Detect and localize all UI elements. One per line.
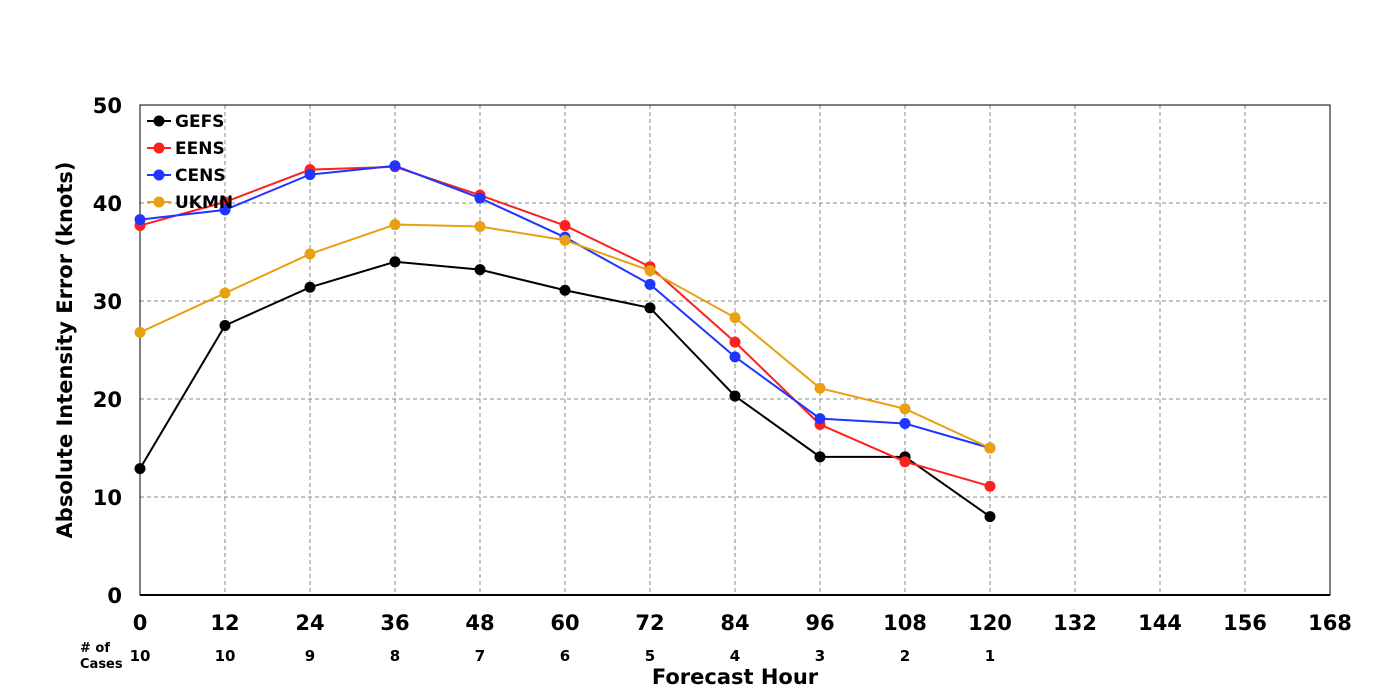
y-tick-label: 40 [93,192,122,216]
legend-marker-gefs [153,115,165,127]
legend-item-eens: EENS [147,139,225,159]
x-tick-label: 12 [210,611,239,635]
data-point-eens [984,480,996,492]
legend-marker-cens [153,169,165,181]
data-point-gefs [644,302,656,314]
data-point-ukmn [389,219,401,231]
legend-label-cens: CENS [175,166,226,186]
legend: GEFS EENS CENS UKMN [147,112,233,213]
data-point-ukmn [729,312,741,324]
data-point-eens [219,196,231,208]
data-point-gefs [729,390,741,402]
x-tick-label: 60 [550,611,579,635]
case-count: 7 [475,647,485,665]
case-count: 10 [130,647,151,665]
data-point-gefs [389,256,401,268]
legend-item-ukmn: UKMN [147,193,233,213]
data-point-eens [899,456,911,468]
case-count: 5 [645,647,655,665]
x-tick-label: 72 [635,611,664,635]
case-count: 10 [215,647,236,665]
y-tick-label: 0 [107,584,122,608]
x-tick-label: 96 [805,611,834,635]
x-axis-title: Forecast Hour [652,665,819,689]
case-count: 9 [305,647,315,665]
data-point-ukmn [219,287,231,299]
case-count: 6 [560,647,570,665]
case-count: 4 [730,647,740,665]
grid [140,105,1330,595]
data-point-gefs [304,281,316,293]
cases-label-line1: # of [80,641,110,656]
data-point-ukmn [474,221,486,233]
cases-label-line2: Cases [80,657,123,672]
data-point-ukmn [134,326,146,338]
case-count: 8 [390,647,400,665]
data-point-gefs [814,451,826,463]
case-count: 2 [900,647,910,665]
data-point-gefs [559,284,571,296]
x-tick-label: 156 [1223,611,1267,635]
data-point-ukmn [984,442,996,454]
data-point-cens [134,214,146,226]
legend-marker-eens [153,142,165,154]
data-point-ukmn [899,403,911,415]
case-count: 3 [815,647,825,665]
data-point-gefs [984,511,996,523]
x-tick-label: 168 [1308,611,1352,635]
data-point-eens [729,336,741,348]
x-tick-label: 144 [1138,611,1182,635]
data-point-gefs [474,264,486,276]
data-point-gefs [134,463,146,475]
data-point-cens [814,413,826,425]
legend-item-gefs: GEFS [147,112,224,132]
data-point-gefs [219,320,231,331]
legend-marker-ukmn [153,196,165,208]
data-point-cens [899,418,911,429]
case-count: 1 [985,647,995,665]
x-tick-label: 84 [720,611,749,635]
y-tick-label: 20 [93,388,122,412]
data-point-ukmn [304,248,316,260]
data-point-cens [389,160,401,172]
data-point-cens [644,278,656,290]
data-point-ukmn [559,234,571,246]
x-tick-label: 108 [883,611,927,635]
x-tick-label: 48 [465,611,494,635]
legend-item-cens: CENS [147,166,226,186]
series-ukmn [134,219,996,454]
y-tick-label: 30 [93,290,122,314]
x-tick-labels: 0 12 24 36 48 60 72 84 96 108 120 132 144 156 168 [133,611,1352,635]
data-point-cens [304,169,316,181]
data-point-ukmn [644,265,656,277]
legend-label-ukmn: UKMN [175,193,233,213]
data-point-cens [219,204,231,216]
series-layer [134,160,996,523]
x-tick-label: 24 [295,611,324,635]
x-tick-label: 0 [133,611,148,635]
y-tick-labels: 0 10 20 30 40 50 [93,94,122,608]
y-tick-label: 10 [93,486,122,510]
series-line-eens [139,165,991,488]
data-point-eens [559,220,571,232]
y-axis-title: Absolute Intensity Error (knots) [53,162,77,539]
x-tick-label: 120 [968,611,1012,635]
legend-label-eens: EENS [175,139,225,159]
x-tick-label: 36 [380,611,409,635]
y-tick-label: 50 [93,94,122,118]
legend-label-gefs: GEFS [175,112,224,132]
cases-row: 10 10 9 8 7 6 5 4 3 2 1 [130,647,996,665]
data-point-cens [474,192,486,204]
data-point-ukmn [814,382,826,394]
series-gefs [134,256,996,523]
data-point-cens [729,351,741,363]
x-tick-label: 132 [1053,611,1097,635]
